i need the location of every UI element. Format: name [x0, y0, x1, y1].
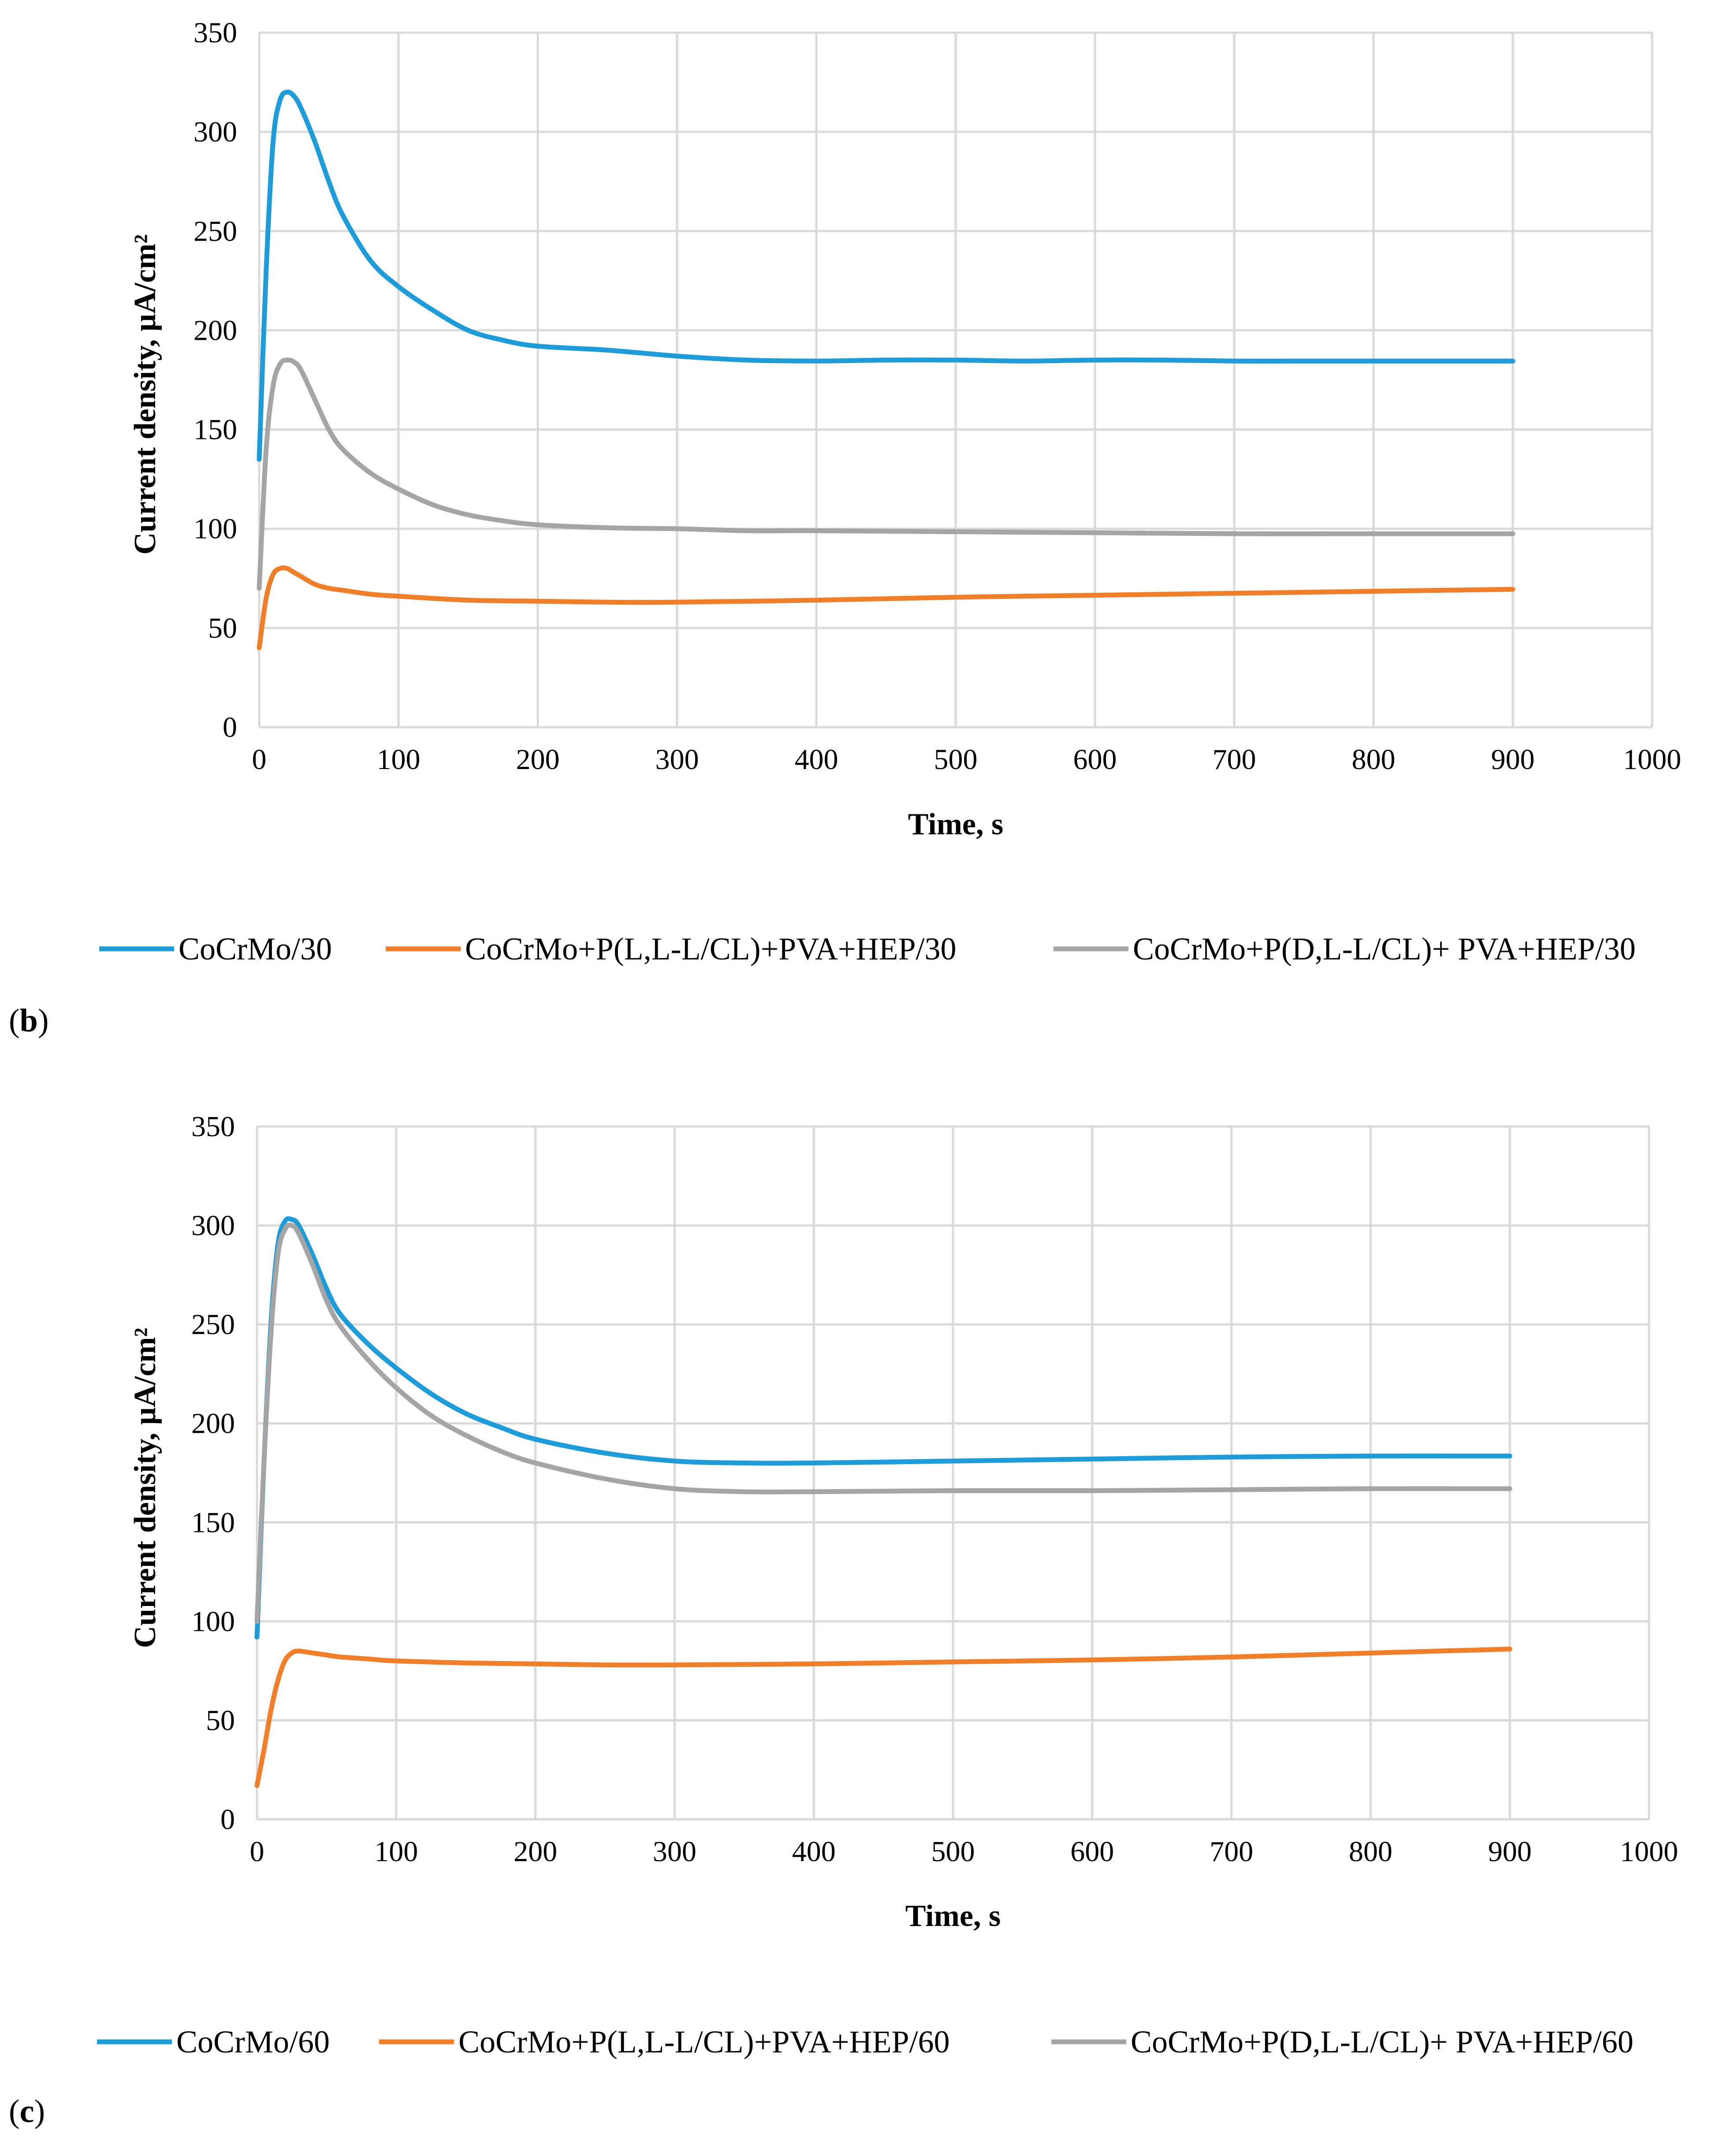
x-tick-label-c: 900	[1488, 1836, 1532, 1868]
x-tick-label-c: 500	[931, 1836, 975, 1868]
legend-label-c-2: CoCrMo+P(D,L-L/CL)+ PVA+HEP/60	[1131, 2024, 1634, 2059]
y-tick-label-c: 100	[191, 1606, 235, 1638]
x-axis-title-c: Time, s	[905, 1899, 1001, 1933]
y-tick-label-b: 200	[194, 314, 237, 346]
y-axis-title-b: Current density, µA/cm²	[128, 234, 162, 555]
x-tick-label-b: 700	[1213, 743, 1256, 776]
series-b	[257, 89, 1515, 651]
y-tick-label-b: 50	[208, 612, 237, 644]
y-tick-label-b: 150	[194, 414, 237, 446]
y-tick-label-c: 250	[191, 1308, 235, 1341]
x-tick-label-b: 0	[252, 743, 267, 776]
x-tick-labels-c: 0 100 200 300 400 500 600 700 800 900 1000	[250, 1836, 1679, 1868]
x-tick-label-b: 300	[655, 743, 699, 776]
x-tick-label-c: 200	[514, 1836, 557, 1868]
x-tick-labels-b: 0 100 200 300 400 500 600 700 800 900 1000	[252, 743, 1682, 776]
panel-label-c: (c)	[9, 2093, 45, 2130]
series-c	[254, 1216, 1512, 1788]
legend-label-b-1: CoCrMo+P(L,L-L/CL)+PVA+HEP/30	[465, 931, 957, 966]
y-tick-label-b: 100	[194, 513, 237, 545]
chart-b: 0 50 100 150 200 250 300 350 0 100 200 300 400 500 60…	[9, 17, 1681, 1039]
x-tick-label-c: 700	[1210, 1836, 1253, 1868]
series-line-c-1	[254, 1647, 1512, 1788]
x-tick-label-b: 800	[1352, 743, 1396, 776]
x-tick-label-b: 400	[795, 743, 838, 776]
legend-label-b-0: CoCrMo/30	[179, 931, 332, 966]
x-tick-label-c: 100	[374, 1836, 418, 1868]
x-tick-label-b: 900	[1491, 743, 1535, 776]
series-line-c-2	[254, 1223, 1512, 1624]
y-tick-label-b: 300	[194, 116, 237, 148]
x-tick-label-b: 500	[934, 743, 978, 776]
legend-c: CoCrMo/60 CoCrMo+P(L,L-L/CL)+PVA+HEP/60 …	[97, 2024, 1634, 2059]
y-tick-label-c: 350	[191, 1111, 235, 1143]
series-line-c-0	[254, 1216, 1512, 1640]
x-tick-label-c: 1000	[1620, 1836, 1678, 1868]
x-tick-label-c: 400	[792, 1836, 836, 1868]
x-tick-label-c: 0	[250, 1836, 264, 1868]
y-tick-label-c: 50	[206, 1704, 235, 1736]
x-tick-label-b: 1000	[1623, 743, 1681, 776]
y-tick-label-c: 0	[220, 1803, 235, 1836]
y-tick-label-b: 0	[223, 711, 237, 743]
legend-label-b-2: CoCrMo+P(D,L-L/CL)+ PVA+HEP/30	[1133, 931, 1636, 966]
legend-label-c-1: CoCrMo+P(L,L-L/CL)+PVA+HEP/60	[458, 2024, 950, 2059]
grid-c	[256, 1125, 1650, 1821]
y-tick-label-b: 250	[194, 215, 237, 247]
x-tick-label-b: 100	[377, 743, 421, 776]
y-tick-label-b: 350	[194, 17, 237, 49]
y-tick-label-c: 300	[191, 1210, 235, 1242]
x-axis-title-b: Time, s	[908, 807, 1004, 841]
panel-label-b: (b)	[9, 1003, 48, 1039]
legend-label-c-0: CoCrMo/60	[176, 2024, 330, 2059]
legend-b: CoCrMo/30 CoCrMo+P(L,L-L/CL)+PVA+HEP/30 …	[99, 931, 1636, 966]
series-line-b-2	[257, 357, 1515, 591]
y-axis-title-c: Current density, µA/cm²	[128, 1328, 162, 1648]
x-tick-label-c: 800	[1349, 1836, 1392, 1868]
y-tick-labels-b: 0 50 100 150 200 250 300 350	[194, 17, 237, 743]
series-line-b-1	[257, 565, 1515, 651]
chart-c: 0 50 100 150 200 250 300 350 0 100 200 300 400 500 60…	[9, 1111, 1678, 2130]
y-tick-label-c: 200	[191, 1408, 235, 1440]
x-tick-label-b: 600	[1073, 743, 1117, 776]
y-tick-label-c: 150	[191, 1506, 235, 1539]
series-line-b-0	[257, 89, 1515, 462]
x-tick-label-c: 300	[653, 1836, 696, 1868]
y-tick-labels-c: 0 50 100 150 200 250 300 350	[191, 1111, 235, 1836]
x-tick-label-c: 600	[1070, 1836, 1114, 1868]
grid-b	[258, 31, 1653, 729]
x-tick-label-b: 200	[516, 743, 560, 776]
